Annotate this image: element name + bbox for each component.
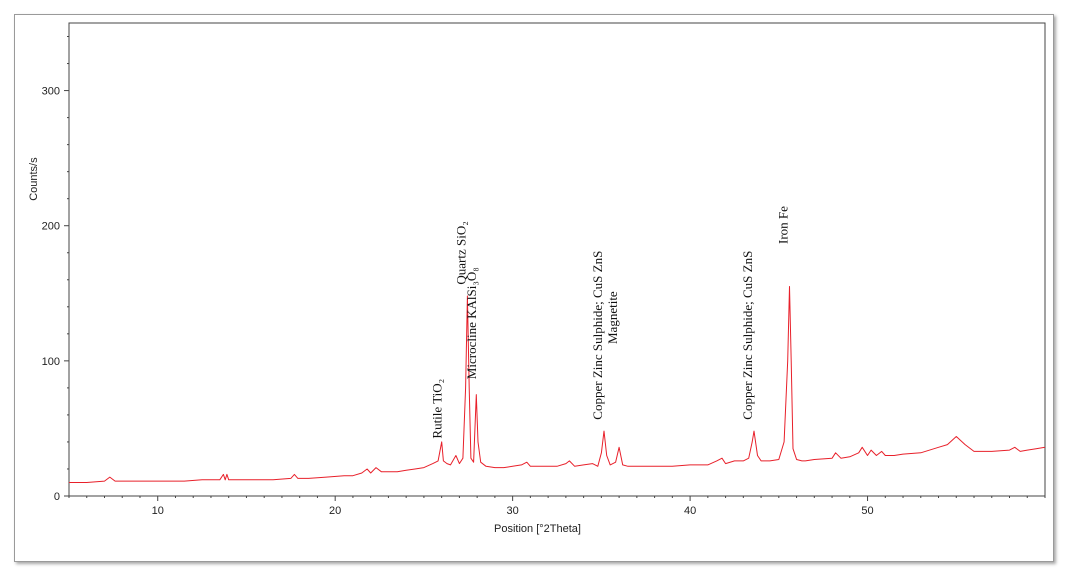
plot-border bbox=[68, 22, 1046, 497]
xrd-chart: 0 100 200 300 10 20 30 40 50 Rutile TiO₂ Quartz … bbox=[28, 22, 1046, 535]
peak-annotation-3: Copper Zinc Sulphide; CuS ZnS bbox=[590, 251, 605, 420]
x-tick-label: 30 bbox=[507, 505, 519, 517]
y-axis-title: Counts/s bbox=[28, 157, 40, 201]
x-tick-label: 20 bbox=[329, 505, 341, 517]
peak-annotation-4: Magnetite bbox=[605, 291, 620, 344]
peak-annotation-1: Quartz SiO₂ bbox=[453, 221, 468, 284]
peak-annotation-6: Iron Fe bbox=[776, 206, 791, 244]
chart-frame: 0 100 200 300 10 20 30 40 50 Rutile TiO₂ Quartz … bbox=[14, 14, 1054, 562]
x-tick-label: 50 bbox=[861, 505, 873, 517]
y-axis-ticks: 0 100 200 300 bbox=[42, 36, 69, 503]
series-line-0 bbox=[69, 286, 1046, 483]
plot-area bbox=[68, 22, 1046, 497]
x-axis-title: Position [°2Theta] bbox=[494, 523, 581, 535]
peak-annotation-5: Copper Zinc Sulphide; CuS ZnS bbox=[740, 251, 755, 420]
y-tick-label: 200 bbox=[42, 221, 60, 233]
y-tick-label: 300 bbox=[42, 86, 60, 98]
peak-annotation-0: Rutile TiO₂ bbox=[429, 379, 444, 439]
y-tick-label: 0 bbox=[54, 491, 60, 503]
x-tick-label: 10 bbox=[152, 505, 164, 517]
y-tick-label: 100 bbox=[42, 356, 60, 368]
x-tick-label: 40 bbox=[684, 505, 696, 517]
x-axis-ticks: 10 20 30 40 50 bbox=[68, 496, 1046, 517]
peak-annotation-2: Microcline KAlSi₃O₈ bbox=[464, 267, 479, 379]
